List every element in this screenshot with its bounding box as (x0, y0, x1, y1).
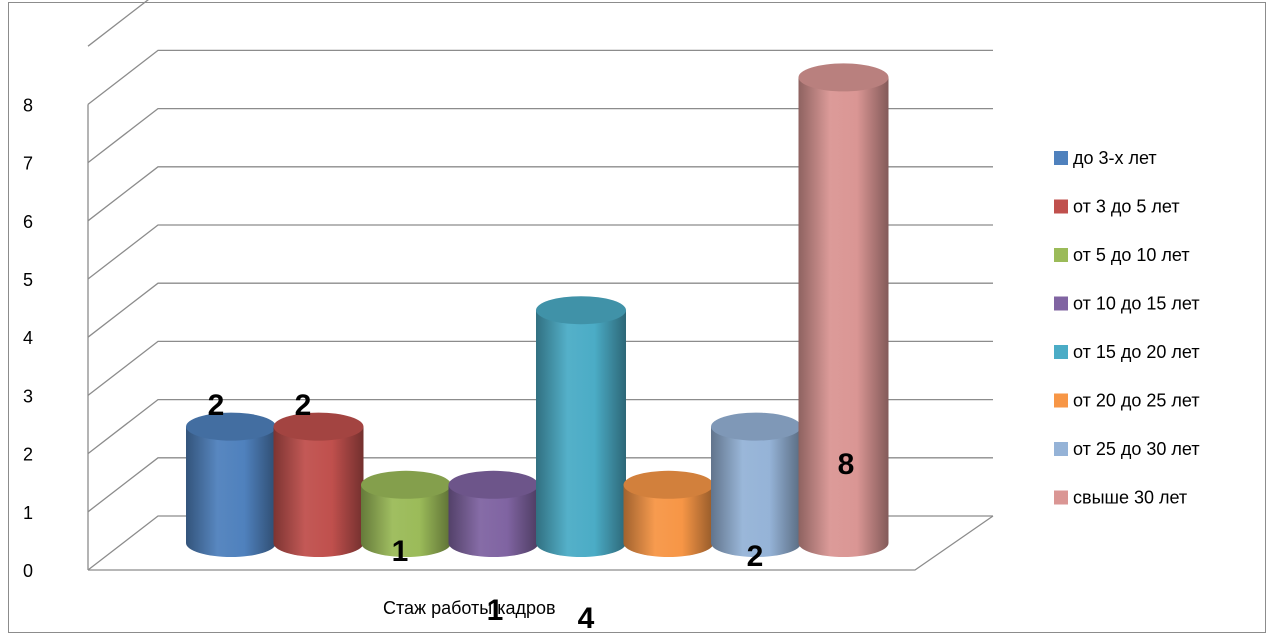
bar-top (273, 412, 364, 441)
bar-top (536, 296, 626, 325)
y-tick-label: 3 (23, 386, 33, 406)
y-tick-label: 7 (23, 154, 33, 174)
bar-top (623, 470, 714, 499)
legend-label: от 10 до 15 лет (1073, 294, 1200, 314)
data-label: 1 (487, 594, 504, 627)
bar-top (448, 470, 539, 499)
legend-label: от 5 до 10 лет (1073, 245, 1190, 265)
legend-swatch (1054, 490, 1068, 505)
bar-4 (448, 470, 539, 558)
bar-8 (798, 63, 889, 558)
bar-body (623, 484, 714, 558)
bar-1 (186, 412, 276, 557)
bar-body (186, 426, 276, 557)
legend: до 3-х лет от 3 до 5 лет от 5 до 10 лет от … (1054, 148, 1200, 508)
data-label: 1 (392, 535, 409, 568)
bar-body (361, 484, 451, 557)
legend-label: до 3-х лет (1073, 148, 1157, 168)
legend-label: свыше 30 лет (1073, 488, 1187, 508)
legend-swatch (1054, 393, 1068, 408)
legend-label: от 20 до 25 лет (1073, 391, 1200, 411)
data-label: 2 (295, 389, 312, 422)
legend-swatch (1054, 199, 1068, 214)
gridline (87, 166, 993, 222)
legend-label: от 3 до 5 лет (1073, 197, 1180, 217)
bar-6 (623, 470, 714, 558)
legend-item: от 25 до 30 лет (1054, 439, 1200, 459)
y-tick-label: 4 (23, 328, 33, 348)
gridline (87, 398, 993, 455)
legend-swatch (1054, 151, 1068, 165)
gridline (87, 49, 993, 105)
data-label: 2 (208, 389, 225, 422)
bar-body (798, 77, 889, 558)
y-axis-tick-labels: 0 1 2 3 4 5 6 7 8 (23, 95, 33, 581)
bar-5 (536, 296, 626, 557)
data-label: 2 (747, 540, 764, 573)
legend-item: от 10 до 15 лет (1054, 294, 1200, 314)
legend-label: от 25 до 30 лет (1073, 439, 1200, 459)
bar-body (448, 484, 539, 558)
bar-2 (273, 412, 364, 558)
y-tick-label: 5 (23, 270, 33, 290)
gridline (87, 282, 993, 338)
y-tick-label: 2 (23, 445, 33, 465)
bar-top (711, 412, 801, 441)
legend-item: до 3-х лет (1054, 148, 1157, 168)
bar-top (186, 412, 276, 441)
bars (186, 63, 889, 558)
legend-swatch (1054, 345, 1068, 359)
y-tick-label: 0 (23, 561, 33, 581)
legend-item: от 20 до 25 лет (1054, 391, 1200, 411)
bar-top (361, 470, 451, 499)
legend-item: от 15 до 20 лет (1054, 342, 1200, 362)
legend-item: свыше 30 лет (1054, 488, 1187, 508)
gridline (87, 0, 149, 47)
data-label: 8 (838, 448, 855, 481)
gridline (87, 340, 993, 396)
y-tick-label: 6 (23, 212, 33, 232)
gridline (87, 224, 993, 280)
x-axis-label: Стаж работы кадров (383, 598, 556, 618)
bar-body (273, 426, 364, 558)
bar-body (711, 426, 801, 557)
legend-item: от 5 до 10 лет (1054, 245, 1190, 265)
bar-3 (361, 470, 451, 557)
bar-body (536, 310, 626, 557)
bar-7 (711, 412, 801, 557)
data-labels: 2 2 1 1 4 2 8 (208, 389, 855, 635)
legend-label: от 15 до 20 лет (1073, 342, 1200, 362)
y-tick-label: 1 (23, 503, 33, 523)
gridline (87, 107, 993, 164)
legend-item: от 3 до 5 лет (1054, 197, 1180, 217)
legend-swatch (1054, 248, 1068, 262)
floor-outline (88, 515, 994, 571)
y-tick-label: 8 (23, 95, 33, 115)
legend-swatch (1054, 296, 1068, 311)
data-label: 4 (578, 602, 595, 635)
bar-top (798, 63, 889, 92)
gridlines (87, 0, 993, 571)
legend-swatch (1054, 442, 1068, 456)
